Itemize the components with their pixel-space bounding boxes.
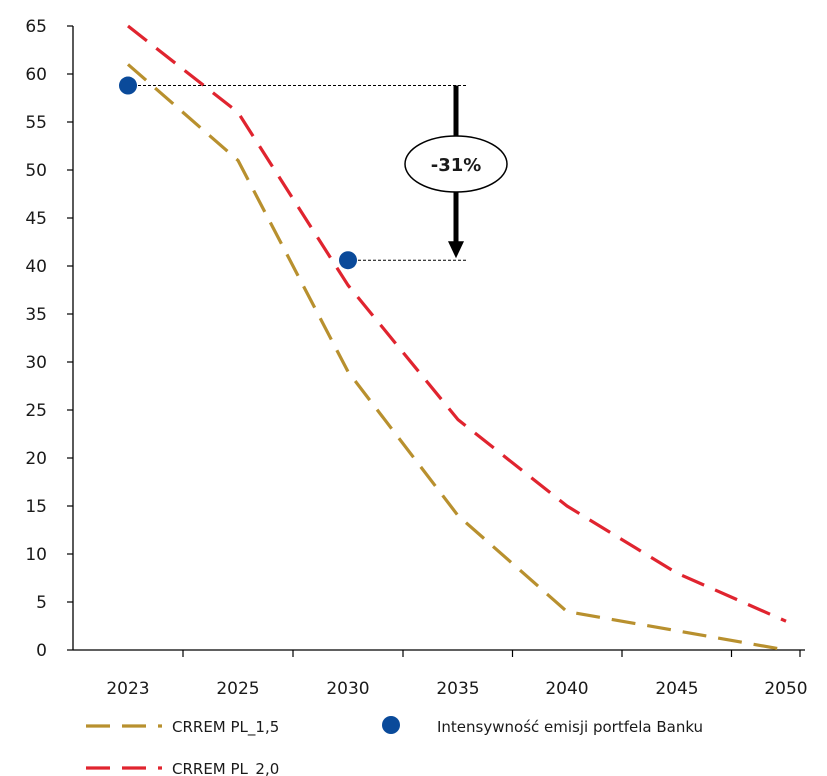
marker-point: [339, 251, 357, 270]
x-tick-label: 2023: [106, 679, 149, 699]
y-tick-label: 0: [36, 641, 47, 661]
y-tick-label: 10: [25, 545, 47, 565]
x-tick-label: 2040: [545, 679, 588, 699]
legend-label-portfolio: Intensywność emisji portfela Banku: [437, 718, 703, 736]
y-tick-label: 15: [25, 497, 47, 517]
x-tick-label: 2050: [764, 679, 807, 699]
x-tick-label: 2035: [436, 679, 479, 699]
y-tick-label: 45: [25, 209, 47, 229]
legend-swatch-portfolio: [382, 716, 400, 734]
annotation-label: -31%: [431, 155, 482, 176]
legend-label-crrem-pl-1-5: CRREM PL_1,5: [172, 718, 279, 737]
y-tick-label: 25: [25, 401, 47, 421]
x-tick-label: 2030: [326, 679, 369, 699]
y-tick-label: 30: [25, 353, 47, 373]
series-lines: [126, 24, 787, 652]
x-tick-label: 2045: [655, 679, 698, 699]
series-line-crrem-pl-1-5: [126, 63, 787, 652]
legend-label-crrem-pl-2-0: CRREM PL_2,0: [172, 760, 279, 776]
y-tick-label: 5: [36, 593, 47, 613]
y-tick-label: 60: [25, 65, 47, 85]
portfolio-markers: [119, 76, 357, 270]
reduction-annotation: -31%: [128, 85, 508, 261]
x-tick-label: 2025: [216, 679, 259, 699]
y-tick-label: 20: [25, 449, 47, 469]
y-tick-label: 35: [25, 305, 47, 325]
y-tick-label: 65: [25, 17, 47, 37]
arrow-head: [448, 241, 464, 259]
marker-point: [119, 76, 137, 95]
y-tick-label: 50: [25, 161, 47, 181]
series-line-crrem-pl-2-0: [127, 24, 787, 623]
y-tick-label: 40: [25, 257, 47, 277]
legend: CRREM PL_1,5 CRREM PL_2,0 Intensywność emi…: [86, 716, 703, 776]
y-tick-label: 55: [25, 113, 47, 133]
annotation-ellipse: [404, 135, 508, 193]
